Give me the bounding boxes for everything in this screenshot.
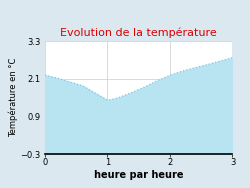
Title: Evolution de la température: Evolution de la température <box>60 27 217 38</box>
X-axis label: heure par heure: heure par heure <box>94 170 184 180</box>
Y-axis label: Température en °C: Température en °C <box>8 58 18 137</box>
